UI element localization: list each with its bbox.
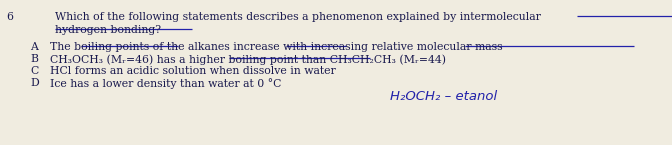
- Text: D: D: [30, 78, 39, 88]
- Text: The boiling points of the alkanes increase with increasing relative molecular ma: The boiling points of the alkanes increa…: [50, 42, 503, 52]
- Text: H₂OCH₂ – etanol: H₂OCH₂ – etanol: [390, 90, 497, 103]
- Text: HCl forms an acidic solution when dissolve in water: HCl forms an acidic solution when dissol…: [50, 66, 336, 76]
- Text: Which of the following statements describes a phenomenon explained by intermolec: Which of the following statements descri…: [55, 12, 541, 22]
- Text: 6: 6: [6, 12, 13, 22]
- Text: CH₃OCH₃ (Mᵣ=46) has a higher boiling point than CH₃CH₂CH₃ (Mᵣ=44): CH₃OCH₃ (Mᵣ=46) has a higher boiling poi…: [50, 54, 446, 65]
- Text: A: A: [30, 42, 38, 52]
- Text: B: B: [30, 54, 38, 64]
- Text: hydrogen bonding?: hydrogen bonding?: [55, 25, 161, 35]
- Text: C: C: [30, 66, 38, 76]
- Text: Ice has a lower density than water at 0 °C: Ice has a lower density than water at 0 …: [50, 78, 282, 89]
